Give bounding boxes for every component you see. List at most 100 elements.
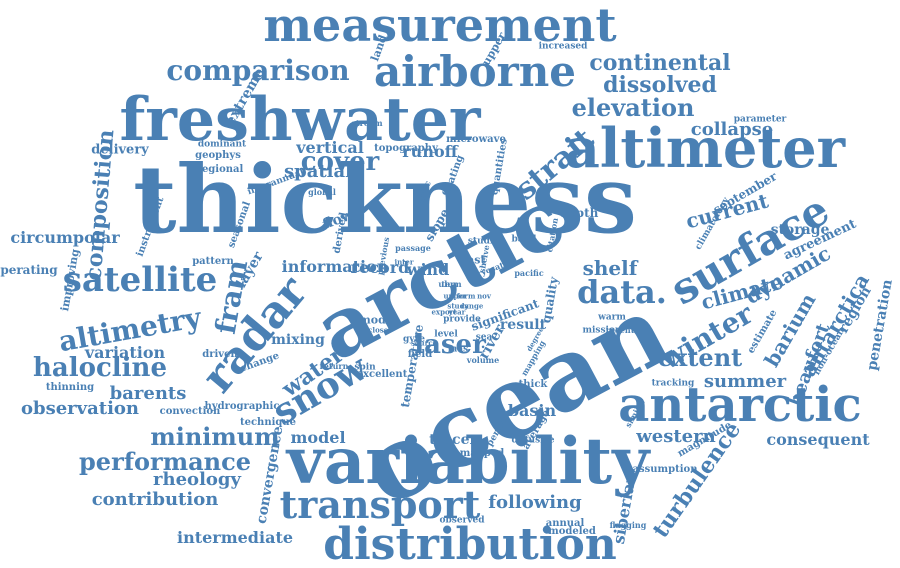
cloud-word: assumption (632, 464, 698, 475)
cloud-word: altimeter (564, 116, 846, 180)
cloud-word: geophys (195, 150, 241, 161)
cloud-word: closer (368, 325, 392, 335)
cloud-word: spin (354, 362, 376, 373)
cloud-word: level (434, 329, 458, 340)
cloud-word: thick (518, 379, 548, 390)
cloud-word: operating (0, 263, 58, 277)
cloud-word: following (488, 492, 582, 513)
cloud-word: halocline (33, 353, 167, 383)
cloud-word: pacific (514, 268, 544, 278)
cloud-word: transport (279, 482, 481, 527)
cloud-word: diffusive (511, 435, 555, 446)
cloud-word: summer (703, 371, 787, 392)
cloud-word: satellite (62, 260, 218, 300)
cloud-word: rheology (153, 469, 241, 490)
cloud-word: increased (538, 41, 588, 52)
cloud-word: record (350, 258, 410, 277)
cloud-word: consequent (766, 430, 870, 449)
cloud-word: variation (84, 343, 166, 362)
cloud-word: fast (462, 253, 486, 267)
cloud-word: circumpolar (10, 228, 120, 247)
cloud-word: delivery (91, 142, 149, 158)
cloud-word: studies (467, 236, 505, 247)
cloud-word: shelf (582, 256, 638, 280)
cloud-word: elevation (571, 93, 695, 122)
cloud-word: nov (477, 291, 491, 301)
cloud-word: warm (598, 312, 626, 323)
cloud-word: form (456, 291, 476, 301)
cloud-word: convection (159, 406, 221, 417)
cloud-word: freshwater (119, 85, 481, 155)
cloud-word: depth (559, 206, 599, 220)
cloud-word: dissolved (603, 72, 717, 98)
cloud-word: pattern (192, 256, 234, 267)
cloud-word: modeled (548, 526, 596, 537)
cloud-word: inter (394, 257, 414, 267)
cloud-word: collapse (690, 119, 774, 140)
cloud-word: topography (374, 143, 438, 154)
cloud-word: volume (466, 355, 500, 365)
cloud-word: tem (441, 279, 459, 289)
cloud-word: tracer (429, 432, 477, 448)
cloud-word: spatial (283, 161, 353, 182)
cloud-word: intermediate (176, 528, 294, 547)
cloud-word: wind (406, 260, 450, 279)
cloud-word: provide (443, 314, 481, 325)
cloud-word: antarctic (618, 377, 862, 433)
cloud-word: dominant (197, 139, 247, 150)
cloud-word: data. (577, 273, 667, 311)
cloud-word: upper (443, 291, 467, 301)
cloud-word: barents (109, 383, 187, 404)
cloud-word: regional (196, 164, 244, 175)
cloud-word: study (447, 301, 469, 311)
cloud-word: field (407, 349, 433, 360)
cloud-word: variability (286, 424, 650, 499)
cloud-word: stream (351, 118, 383, 128)
cloud-word: laser (414, 330, 486, 360)
cloud-word: minimum (150, 422, 280, 451)
cloud-word: thickness (133, 145, 637, 255)
cloud-word: mas (447, 344, 469, 355)
cloud-word: western (636, 426, 716, 447)
cloud-word: passage (395, 243, 431, 253)
cloud-word: sea (475, 332, 493, 343)
cloud-word: parameter (733, 114, 787, 125)
cloud-word: continental (589, 50, 731, 76)
cloud-word: extent (657, 343, 743, 372)
cloud-word: runoff (402, 142, 458, 161)
cloud-word: cover (300, 147, 380, 177)
cloud-word: export (431, 307, 457, 317)
cloud-word: result (499, 317, 547, 333)
cloud-word: ulum (438, 279, 462, 289)
cloud-word: global (308, 187, 336, 197)
cloud-word: thinning (45, 382, 95, 393)
cloud-word: source (410, 338, 438, 348)
cloud-word: flagging (609, 520, 647, 530)
cloud-word: airborne (373, 47, 577, 96)
cloud-word: excellent (356, 369, 408, 380)
cloud-word: year (448, 307, 466, 317)
cloud-word: information (281, 257, 389, 276)
cloud-word: basin (507, 401, 557, 420)
cloud-word: return (319, 361, 349, 371)
cloud-word: mode (359, 313, 393, 327)
cloud-word: microwave (446, 134, 506, 145)
cloud-word: performance (79, 447, 251, 476)
cloud-word: technique (239, 417, 297, 428)
cloud-word: recent (605, 325, 635, 335)
cloud-word: hydrographic (204, 401, 280, 412)
cloud-word: measurement (263, 0, 617, 52)
cloud-word: distribution (323, 519, 617, 568)
cloud-word: mapped (459, 448, 505, 459)
cloud-word: driven (202, 349, 238, 360)
cloud-word: model (290, 428, 346, 447)
cloud-word: mission (582, 325, 622, 336)
cloud-word: observation (20, 398, 140, 419)
cloud-word: mixing (271, 332, 325, 348)
cloud-word: comparison (166, 54, 350, 87)
cloud-word: contribution (91, 489, 219, 510)
cloud-word: band (511, 234, 537, 245)
cloud-word: annual (545, 518, 585, 529)
cloud-word: vertical (296, 138, 364, 157)
